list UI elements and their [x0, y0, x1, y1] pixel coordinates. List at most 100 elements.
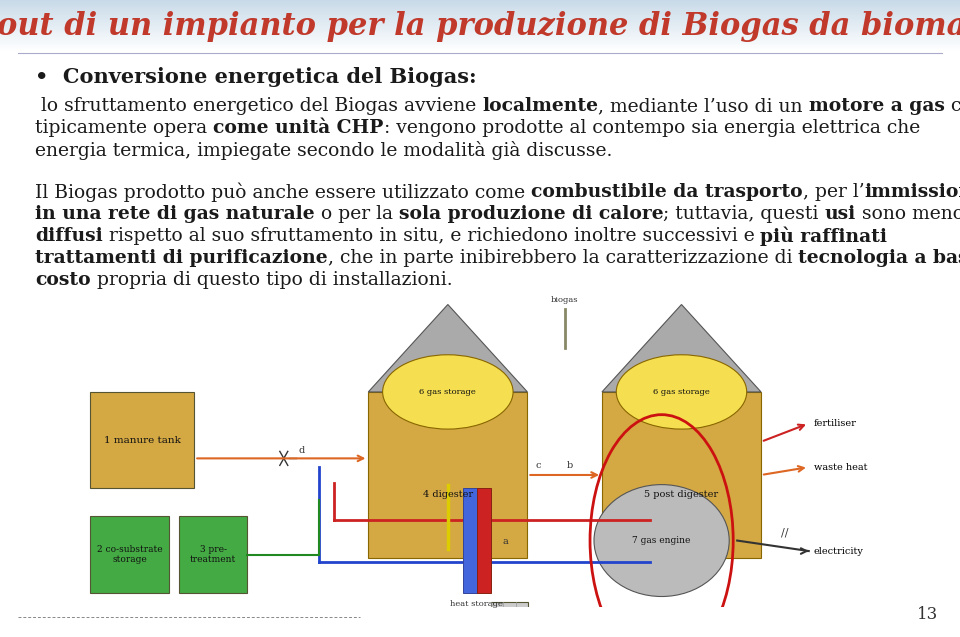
Text: rispetto al suo sfruttamento in situ, e richiedono inoltre successivi e: rispetto al suo sfruttamento in situ, e … — [103, 227, 760, 245]
Bar — [0, 9, 960, 10]
Bar — [0, 27, 960, 28]
Bar — [0, 13, 960, 14]
Text: combustibile da trasporto: combustibile da trasporto — [531, 183, 803, 201]
Text: costo: costo — [35, 271, 90, 289]
Bar — [0, 48, 960, 49]
Text: Layout di un impianto per la produzione di Biogas da biomassa: Layout di un impianto per la produzione … — [0, 10, 960, 41]
Bar — [0, 49, 960, 50]
Text: , mediante l’uso di un: , mediante l’uso di un — [598, 97, 808, 115]
Text: fertiliser: fertiliser — [814, 419, 856, 428]
Bar — [0, 1, 960, 2]
Text: come unità CHP: come unità CHP — [213, 119, 383, 137]
Bar — [0, 32, 960, 33]
Text: 1 manure tank: 1 manure tank — [104, 436, 180, 445]
Bar — [0, 46, 960, 47]
Bar — [0, 38, 960, 39]
Text: tecnologia a basso: tecnologia a basso — [798, 249, 960, 267]
Bar — [0, 50, 960, 51]
Bar — [0, 20, 960, 21]
Bar — [0, 4, 960, 5]
Bar — [0, 22, 960, 23]
Text: 7 gas engine: 7 gas engine — [633, 536, 691, 545]
Bar — [0, 12, 960, 13]
Bar — [0, 28, 960, 29]
Text: Il Biogas prodotto può anche essere utilizzato come: Il Biogas prodotto può anche essere util… — [35, 183, 531, 203]
Polygon shape — [602, 392, 761, 558]
Text: b: b — [567, 461, 573, 470]
Bar — [0, 15, 960, 16]
Bar — [0, 45, 960, 46]
Text: che: che — [945, 97, 960, 115]
Text: heat storage: heat storage — [450, 600, 503, 608]
Bar — [0, 23, 960, 24]
Text: localmente: localmente — [482, 97, 598, 115]
FancyBboxPatch shape — [90, 516, 170, 593]
Bar — [0, 29, 960, 30]
FancyBboxPatch shape — [491, 602, 528, 637]
Bar — [0, 33, 960, 34]
Bar — [0, 35, 960, 36]
Text: , per l’: , per l’ — [803, 183, 864, 201]
Text: //: // — [780, 527, 788, 537]
Text: sono meno: sono meno — [856, 205, 960, 223]
Bar — [0, 6, 960, 7]
Bar — [0, 39, 960, 40]
Text: immissione: immissione — [864, 183, 960, 201]
Bar — [0, 37, 960, 38]
Bar — [0, 31, 960, 32]
Text: usi: usi — [825, 205, 856, 223]
Text: 13: 13 — [917, 606, 938, 623]
Ellipse shape — [383, 355, 513, 429]
Text: motore a gas: motore a gas — [808, 97, 945, 115]
Text: •  Conversione energetica del Biogas:: • Conversione energetica del Biogas: — [35, 67, 476, 87]
Text: electricity: electricity — [814, 547, 864, 555]
Text: trattamenti di purificazione: trattamenti di purificazione — [35, 249, 327, 267]
Text: d: d — [299, 446, 305, 455]
Bar — [0, 36, 960, 37]
Bar — [0, 17, 960, 18]
Bar — [0, 14, 960, 15]
Bar — [0, 51, 960, 52]
Bar — [0, 25, 960, 26]
Bar — [0, 26, 960, 27]
Bar — [0, 44, 960, 45]
Bar — [0, 2, 960, 3]
Bar — [0, 7, 960, 8]
Text: sola produzione di calore: sola produzione di calore — [398, 205, 663, 223]
Text: a: a — [502, 537, 508, 546]
Text: , che in parte inibirebbero la caratterizzazione di: , che in parte inibirebbero la caratteri… — [327, 249, 798, 267]
Bar — [0, 30, 960, 31]
Bar — [0, 5, 960, 6]
FancyBboxPatch shape — [90, 392, 194, 488]
Text: tipicamente opera: tipicamente opera — [35, 119, 213, 137]
Ellipse shape — [594, 485, 730, 596]
Polygon shape — [602, 304, 761, 392]
Bar — [0, 41, 960, 42]
Polygon shape — [369, 392, 527, 558]
Bar — [0, 42, 960, 43]
Text: o per la: o per la — [315, 205, 398, 223]
Text: : vengono prodotte al contempo sia energia elettrica che: : vengono prodotte al contempo sia energ… — [383, 119, 920, 137]
Text: 6 gas storage: 6 gas storage — [420, 388, 476, 396]
Text: lo sfruttamento energetico del Biogas avviene: lo sfruttamento energetico del Biogas av… — [35, 97, 482, 115]
Bar — [0, 21, 960, 22]
Bar — [0, 10, 960, 11]
Ellipse shape — [616, 355, 747, 429]
Bar — [0, 18, 960, 19]
Text: diffusi: diffusi — [35, 227, 103, 245]
Text: 2 co-substrate
storage: 2 co-substrate storage — [97, 545, 162, 564]
Text: 4 digester: 4 digester — [422, 490, 473, 499]
Text: c: c — [536, 461, 540, 470]
Bar — [0, 47, 960, 48]
Text: propria di questo tipo di installazioni.: propria di questo tipo di installazioni. — [90, 271, 452, 289]
Text: 5 post digester: 5 post digester — [644, 490, 718, 499]
Bar — [0, 3, 960, 4]
Bar — [0, 8, 960, 9]
Bar — [0, 0, 960, 1]
Text: più raffinati: più raffinati — [760, 227, 887, 247]
Text: in una rete di gas naturale: in una rete di gas naturale — [35, 205, 315, 223]
Text: 6 gas storage: 6 gas storage — [653, 388, 709, 396]
FancyBboxPatch shape — [180, 516, 247, 593]
Text: energia termica, impiegate secondo le modalità già discusse.: energia termica, impiegate secondo le mo… — [35, 141, 612, 160]
Bar — [0, 19, 960, 20]
